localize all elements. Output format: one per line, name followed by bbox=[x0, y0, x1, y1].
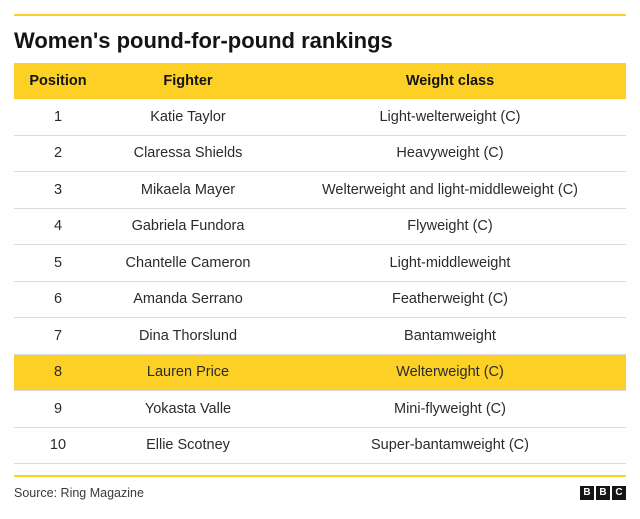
table-row: 10 Ellie Scotney Super-bantamweight (C) bbox=[14, 428, 626, 464]
position-cell: 5 bbox=[53, 254, 63, 271]
weight-class-cell: Bantamweight bbox=[404, 327, 496, 344]
weight-class-cell: Featherweight (C) bbox=[391, 291, 509, 308]
table-header-row: Position Fighter Weight class bbox=[14, 63, 626, 99]
bbc-logo: B B C bbox=[580, 486, 626, 500]
fighter-cell: Katie Taylor bbox=[150, 108, 226, 125]
position-cell: 1 bbox=[53, 108, 63, 125]
source-note: Source: Ring Magazine bbox=[14, 486, 144, 500]
table-row: 5 Chantelle Cameron Light-middleweight bbox=[14, 245, 626, 282]
fighter-cell: Gabriela Fundora bbox=[131, 218, 245, 235]
position-cell: 7 bbox=[53, 327, 63, 344]
chart-title: Women's pound-for-pound rankings bbox=[14, 28, 393, 53]
position-cell: 2 bbox=[53, 145, 63, 162]
table-row: 9 Yokasta Valle Mini-flyweight (C) bbox=[14, 391, 626, 428]
header-position: Position bbox=[29, 73, 87, 89]
position-cell: 9 bbox=[53, 400, 63, 417]
table-row: 6 Amanda Serrano Featherweight (C) bbox=[14, 282, 626, 318]
bbc-logo-letter: B bbox=[596, 486, 610, 500]
fighter-cell: Ellie Scotney bbox=[146, 437, 230, 454]
fighter-cell: Claressa Shields bbox=[133, 145, 243, 162]
weight-class-cell: Flyweight (C) bbox=[407, 218, 493, 235]
weight-class-cell: Welterweight and light-middleweight (C) bbox=[321, 181, 578, 198]
weight-class-cell: Super-bantamweight (C) bbox=[371, 437, 529, 454]
position-cell: 10 bbox=[49, 437, 67, 454]
bbc-logo-letter: B bbox=[580, 486, 594, 500]
table-row: 3 Mikaela Mayer Welterweight and light-mid… bbox=[14, 172, 626, 209]
fighter-cell: Chantelle Cameron bbox=[125, 254, 251, 271]
table-row: 4 Gabriela Fundora Flyweight (C) bbox=[14, 209, 626, 245]
rankings-table: Position Fighter Weight class 1 Katie Tay… bbox=[14, 63, 626, 464]
fighter-cell: Amanda Serrano bbox=[133, 291, 243, 308]
table-row: 2 Claressa Shields Heavyweight (C) bbox=[14, 136, 626, 172]
position-cell: 4 bbox=[53, 218, 63, 235]
table-row: 7 Dina Thorslund Bantamweight bbox=[14, 318, 626, 355]
weight-class-cell: Welterweight (C) bbox=[396, 364, 504, 381]
weight-class-cell: Mini-flyweight (C) bbox=[394, 400, 506, 417]
top-rule bbox=[14, 14, 626, 16]
position-cell: 3 bbox=[53, 181, 63, 198]
fighter-cell: Dina Thorslund bbox=[138, 327, 238, 344]
header-fighter: Fighter bbox=[163, 73, 213, 89]
weight-class-cell: Heavyweight (C) bbox=[396, 145, 504, 162]
table-body: 1 Katie Taylor Light-welterweight (C) 2 Clar… bbox=[14, 99, 626, 464]
fighter-cell: Mikaela Mayer bbox=[140, 181, 236, 198]
header-weight-class: Weight class bbox=[405, 73, 495, 89]
weight-class-cell: Light-welterweight (C) bbox=[379, 108, 521, 125]
fighter-cell: Yokasta Valle bbox=[144, 400, 232, 417]
position-cell: 6 bbox=[53, 291, 63, 308]
fighter-cell: Lauren Price bbox=[146, 364, 230, 381]
table-row: 1 Katie Taylor Light-welterweight (C) bbox=[14, 99, 626, 136]
bbc-logo-letter: C bbox=[612, 486, 626, 500]
position-cell: 8 bbox=[53, 364, 63, 381]
weight-class-cell: Light-middleweight bbox=[389, 254, 511, 271]
bottom-rule bbox=[14, 475, 626, 477]
table-row: 8 Lauren Price Welterweight (C) bbox=[14, 354, 626, 391]
